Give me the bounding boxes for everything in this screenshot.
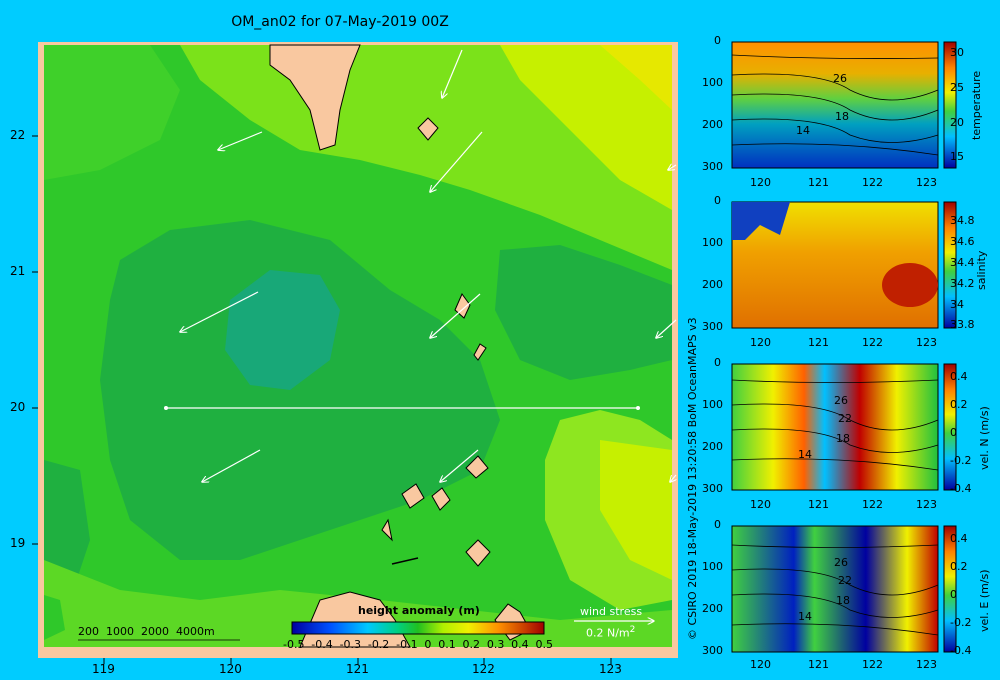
map-title: OM_an02 for 07-May-2019 00Z [231,14,449,30]
cbar-tick: 15 [950,150,964,163]
contour-label: 18 [836,432,850,445]
lat-tick: 21 [10,264,26,278]
cbar-tick: 0.4 [950,370,968,383]
section-panels [731,41,957,653]
depth-tick: 100 [702,398,723,411]
cbar-tick: 0.2 [950,398,968,411]
vele-section [731,525,957,653]
contour-label: 22 [838,574,852,587]
wind-vectors [180,49,676,482]
cbar-label: vel. N (m/s) [978,406,991,470]
lon-tick: 123 [599,662,622,676]
island [417,117,439,141]
depth-tick: 200 [702,440,723,453]
depth-tick: 200 [702,118,723,131]
lon-tick: 121 [808,498,829,511]
contour-label: 26 [834,394,848,407]
depth-tick: 0 [714,194,721,207]
cbar-tick: 34.2 [950,277,975,290]
lon-tick: 120 [750,658,771,671]
lon-tick: 122 [862,336,883,349]
cbar-tick: 33.8 [950,318,975,331]
contour-label: 18 [835,110,849,123]
lon-tick: 123 [916,498,937,511]
cbar-tick: 25 [950,81,964,94]
cbar-tick: -0.4 [950,482,972,495]
cbar-tick: 20 [950,116,964,129]
cbar-tick: -0.2 [950,454,972,467]
cbar-tick: 0.4 [950,532,968,545]
lon-tick: 123 [916,336,937,349]
depth-tick: 100 [702,236,723,249]
lon-tick: 122 [862,498,883,511]
depth-legend: 200 1000 2000 4000m [78,625,215,638]
temperature-section [731,41,957,169]
cbar-label: vel. E (m/s) [978,569,991,632]
colorbar-ticks: -0.5 -0.4 -0.3 -0.2 -0.1 0 0.1 0.2 0.3 0.4 0.… [283,638,553,651]
taiwan-land [269,44,361,151]
depth-tick: 100 [702,560,723,573]
contour-label: 22 [838,412,852,425]
cbar-label: temperature [970,70,983,140]
depth-tick: 0 [714,356,721,369]
lon-tick: 123 [916,176,937,189]
colorbar-title: height anomaly (m) [358,604,480,617]
cbar-tick: 0 [950,426,957,439]
contour-label: 18 [836,594,850,607]
lon-tick: 121 [808,176,829,189]
cbar-tick: -0.2 [950,616,972,629]
lon-tick: 120 [750,498,771,511]
lon-tick: 119 [92,662,115,676]
lon-tick: 120 [750,336,771,349]
depth-tick: 300 [702,482,723,495]
contour-label: 26 [834,556,848,569]
contour-label: 14 [798,610,812,623]
cbar-tick: 34.8 [950,214,975,227]
depth-tick: 300 [702,160,723,173]
wind-stress-scale: 0.2 N/m2 [586,625,636,640]
lon-tick: 121 [808,658,829,671]
cbar-tick: 30 [950,46,964,59]
lon-tick: 123 [916,658,937,671]
lon-tick: 121 [346,662,369,676]
depth-tick: 200 [702,278,723,291]
depth-tick: 300 [702,644,723,657]
lon-tick: 120 [219,662,242,676]
lat-tick: 20 [10,400,26,414]
cbar-tick: 34.6 [950,235,975,248]
lon-tick: 120 [750,176,771,189]
sea-level-map [32,42,678,664]
lon-tick: 122 [862,176,883,189]
contour-label: 14 [796,124,810,137]
depth-tick: 200 [702,602,723,615]
anomaly-low-zone [100,220,500,560]
cbar-tick: 34.4 [950,256,975,269]
lon-tick: 122 [472,662,495,676]
lon-tick: 121 [808,336,829,349]
cbar-tick: -0.4 [950,644,972,657]
veln-section [731,363,957,491]
depth-tick: 0 [714,518,721,531]
height-colorbar [291,621,545,635]
depth-tick: 100 [702,76,723,89]
cbar-tick: 0 [950,588,957,601]
salinity-section [731,201,957,329]
lon-tick: 122 [862,658,883,671]
depth-tick: 0 [714,34,721,47]
depth-tick: 300 [702,320,723,333]
contour-label: 26 [833,72,847,85]
contour-label: 14 [798,448,812,461]
lat-tick: 22 [10,128,26,142]
lat-tick: 19 [10,536,26,550]
cbar-label: salinity [975,250,988,290]
wind-stress-label: wind stress [580,605,643,618]
cbar-tick: 34 [950,298,964,311]
cbar-tick: 0.2 [950,560,968,573]
